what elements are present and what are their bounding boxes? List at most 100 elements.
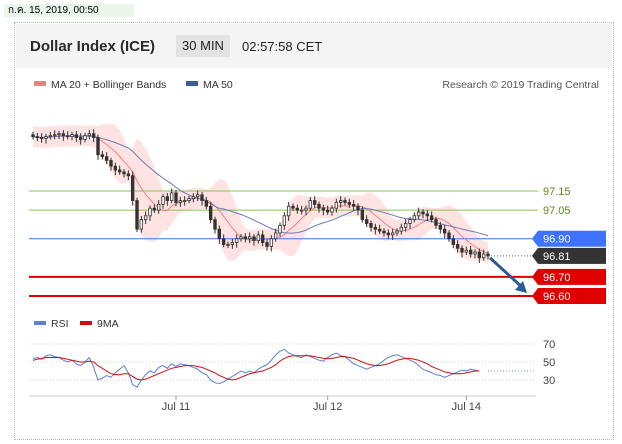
candle-body <box>44 136 48 139</box>
candle-body <box>187 198 191 201</box>
candle-body <box>442 228 447 234</box>
candle-body <box>421 211 425 215</box>
candle-body <box>260 234 265 243</box>
candle-body <box>273 232 278 240</box>
candle-body <box>395 230 399 234</box>
candle-body <box>135 200 139 230</box>
candle-body <box>130 175 135 201</box>
level-label-97.15: 97.15 <box>543 186 571 198</box>
candle-body <box>455 244 460 249</box>
bollinger-band <box>33 124 488 264</box>
candle-body <box>356 205 360 211</box>
candle-body <box>230 242 235 245</box>
candle-body <box>221 238 226 245</box>
candle-body <box>152 207 157 211</box>
bollinger-band-layer <box>33 124 488 264</box>
candle-body <box>256 234 261 242</box>
candle-body <box>325 209 330 213</box>
candle-body <box>234 238 239 243</box>
candle-body <box>70 134 74 137</box>
candle-body <box>109 160 113 167</box>
level-badge-tip-96.70 <box>532 268 538 285</box>
candle-body <box>438 224 443 230</box>
ma50-legend-swatch <box>186 81 198 86</box>
candle-body <box>39 137 44 139</box>
candle-body <box>481 253 486 259</box>
candle-body <box>351 203 356 207</box>
candle-body <box>403 223 408 228</box>
rsi-ma-legend-label: 9MA <box>97 318 119 330</box>
chart-legend: MA 20 + Bollinger Bands MA 50 Research ©… <box>34 79 599 330</box>
candle-body <box>113 165 118 171</box>
candle-body <box>226 244 230 246</box>
candle-body <box>343 200 347 203</box>
candle-body <box>291 205 295 209</box>
x-tick-label: Jul 11 <box>162 401 191 413</box>
candle-body <box>204 200 209 207</box>
candle-body <box>91 133 96 138</box>
level-label-96.70: 96.70 <box>543 272 571 284</box>
candle-body <box>338 200 343 203</box>
candle-body <box>252 236 256 242</box>
candle-body <box>48 135 53 138</box>
candle-body <box>156 203 161 211</box>
moving-average-layer <box>32 135 489 254</box>
rsi-legend-label: RSI <box>51 318 69 330</box>
forecast-arrow-shaft <box>488 256 525 290</box>
candle-body <box>364 219 369 224</box>
candle-body <box>377 228 382 232</box>
rsi-ma-legend-swatch <box>80 321 92 325</box>
x-tick-label: Jul 14 <box>452 401 481 413</box>
instrument-title: Dollar Index (ICE) <box>30 38 156 55</box>
candle-body <box>408 219 412 224</box>
forecast-arrow-head <box>515 281 527 293</box>
candle-body <box>312 200 317 205</box>
rsi-tick-30: 30 <box>543 375 555 387</box>
candle-body <box>104 156 109 161</box>
candle-body <box>57 133 61 136</box>
candle-body <box>412 215 417 221</box>
candle-body <box>117 169 122 173</box>
candle-body <box>286 205 291 217</box>
level-label-96.90: 96.90 <box>543 234 571 246</box>
timeframe-badge[interactable]: 30 MIN <box>176 35 230 57</box>
price-level-layer: 97.15 97.05 96.90 96.81 96.70 96.60 <box>29 186 606 304</box>
candle-body <box>83 135 87 140</box>
level-badge-tip-96.60 <box>532 288 538 304</box>
candle-body <box>382 230 386 234</box>
rsi-line <box>32 348 480 388</box>
level-badge-96.60 <box>538 288 606 304</box>
candle-body <box>191 196 196 200</box>
rsi-tick-70: 70 <box>543 339 555 351</box>
candle-body <box>434 219 438 226</box>
level-badge-96.70 <box>538 268 606 285</box>
candle-body <box>239 236 243 240</box>
forecast-arrow-layer <box>488 256 527 293</box>
candle-body <box>334 202 339 209</box>
candle-body <box>247 236 252 240</box>
candle-body <box>460 247 464 253</box>
candle-body <box>299 209 304 212</box>
candle-body <box>451 238 456 245</box>
candle-body <box>78 137 83 140</box>
ma50-line <box>32 135 489 237</box>
level-label-97.05: 97.05 <box>543 205 571 217</box>
ma20-line <box>32 135 489 254</box>
rsi-tick-50: 50 <box>543 357 555 369</box>
candle-body <box>416 211 421 217</box>
candle-body <box>468 249 473 255</box>
level-badge-96.81 <box>538 247 606 264</box>
candle-body <box>477 251 482 259</box>
candle-body <box>429 215 434 221</box>
candle-body <box>304 207 308 211</box>
candle-body <box>182 200 187 202</box>
level-badge-tip-96.90 <box>532 230 538 247</box>
candle-body <box>126 173 131 177</box>
clock-label: 02:57:58 CET <box>242 39 323 54</box>
candle-body <box>122 171 126 175</box>
candle-body <box>52 134 57 137</box>
candle-body <box>369 223 373 228</box>
chart-frame: Dollar Index (ICE) 30 MIN 02:57:58 CET <box>14 22 614 440</box>
credit-label: Research © 2019 Trading Central <box>442 79 599 91</box>
candle-body <box>486 253 490 257</box>
